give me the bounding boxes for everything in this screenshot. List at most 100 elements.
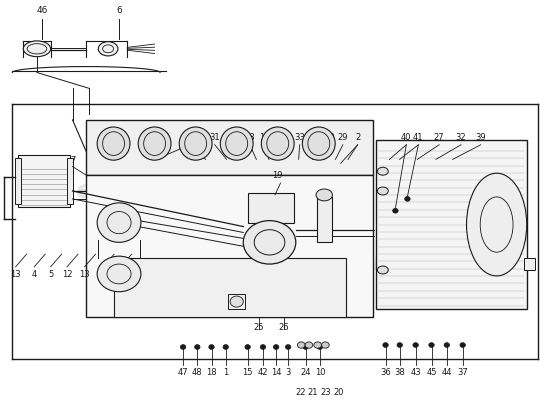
Bar [86,120,373,175]
Text: 28: 28 [245,133,255,142]
Text: 3: 3 [285,368,291,377]
Ellipse shape [377,167,388,175]
Bar [67,158,73,204]
Text: 2: 2 [355,133,360,142]
Text: 13: 13 [10,270,21,279]
Text: eurospares: eurospares [75,179,234,203]
Text: 20: 20 [333,388,344,397]
Text: 27: 27 [434,133,444,142]
Text: 41: 41 [413,133,424,142]
Ellipse shape [138,127,171,160]
Text: 23: 23 [320,388,331,397]
Ellipse shape [397,343,403,348]
Bar [248,193,294,222]
Ellipse shape [377,187,388,195]
Text: 22: 22 [295,388,305,397]
Ellipse shape [223,345,228,349]
Text: 44: 44 [442,368,452,377]
Text: 11: 11 [116,270,126,279]
Text: 19: 19 [272,171,283,180]
Text: 30: 30 [324,133,335,142]
Text: 24: 24 [300,368,311,377]
Text: 10: 10 [315,368,325,377]
Ellipse shape [305,342,313,348]
Text: 37: 37 [457,368,468,377]
Bar [18,156,70,207]
Text: 35: 35 [311,133,321,142]
Ellipse shape [97,127,130,160]
Text: 7: 7 [70,156,75,165]
Text: 18: 18 [206,368,217,377]
Text: 8: 8 [101,270,106,279]
Ellipse shape [195,345,200,349]
Text: 4: 4 [31,270,37,279]
Ellipse shape [429,343,434,348]
Text: 33: 33 [294,133,305,142]
Bar [113,258,346,317]
Text: 17: 17 [185,133,195,142]
Text: 43: 43 [410,368,421,377]
Ellipse shape [180,345,186,349]
Text: 1: 1 [223,368,228,377]
Ellipse shape [230,296,243,307]
Bar [524,258,535,270]
Ellipse shape [273,345,279,349]
Ellipse shape [179,127,212,160]
Ellipse shape [316,189,332,201]
Ellipse shape [317,345,323,349]
Ellipse shape [460,343,465,348]
Ellipse shape [261,127,294,160]
Text: 42: 42 [258,368,268,377]
Ellipse shape [260,345,266,349]
Ellipse shape [413,343,419,348]
Text: 14: 14 [271,368,282,377]
Text: 5: 5 [48,270,53,279]
Ellipse shape [97,203,141,242]
Ellipse shape [221,127,253,160]
Ellipse shape [322,342,329,348]
Ellipse shape [285,345,291,349]
Bar [86,175,373,317]
Text: 47: 47 [178,368,189,377]
Text: eurospares: eurospares [294,246,453,270]
Bar [376,140,527,310]
Text: 46: 46 [37,6,48,15]
Ellipse shape [245,345,250,349]
Text: 15: 15 [243,368,253,377]
Ellipse shape [466,173,527,276]
Text: 45: 45 [426,368,437,377]
Ellipse shape [303,345,309,349]
Text: 12: 12 [62,270,72,279]
Ellipse shape [444,343,449,348]
Text: 48: 48 [192,368,202,377]
Text: 40: 40 [401,133,411,142]
Text: 39: 39 [475,133,486,142]
Ellipse shape [383,343,388,348]
Bar [317,197,332,242]
Ellipse shape [97,256,141,292]
Ellipse shape [302,127,335,160]
Ellipse shape [314,342,322,348]
Text: 21: 21 [307,388,317,397]
Ellipse shape [23,41,51,57]
Text: 34: 34 [228,133,239,142]
Ellipse shape [393,208,398,213]
Text: 6: 6 [116,6,122,15]
Text: 13: 13 [79,270,90,279]
Ellipse shape [377,266,388,274]
Text: 25: 25 [254,323,264,332]
Text: 38: 38 [394,368,405,377]
Ellipse shape [98,42,118,56]
Text: 31: 31 [210,133,220,142]
Bar [15,158,20,204]
Ellipse shape [243,221,296,264]
Text: 16: 16 [259,133,270,142]
Ellipse shape [298,342,305,348]
Text: 26: 26 [278,323,289,332]
Text: 29: 29 [338,133,348,142]
Bar [228,294,245,310]
Text: 36: 36 [380,368,391,377]
Text: 32: 32 [456,133,466,142]
Ellipse shape [405,196,410,201]
Ellipse shape [209,345,214,349]
